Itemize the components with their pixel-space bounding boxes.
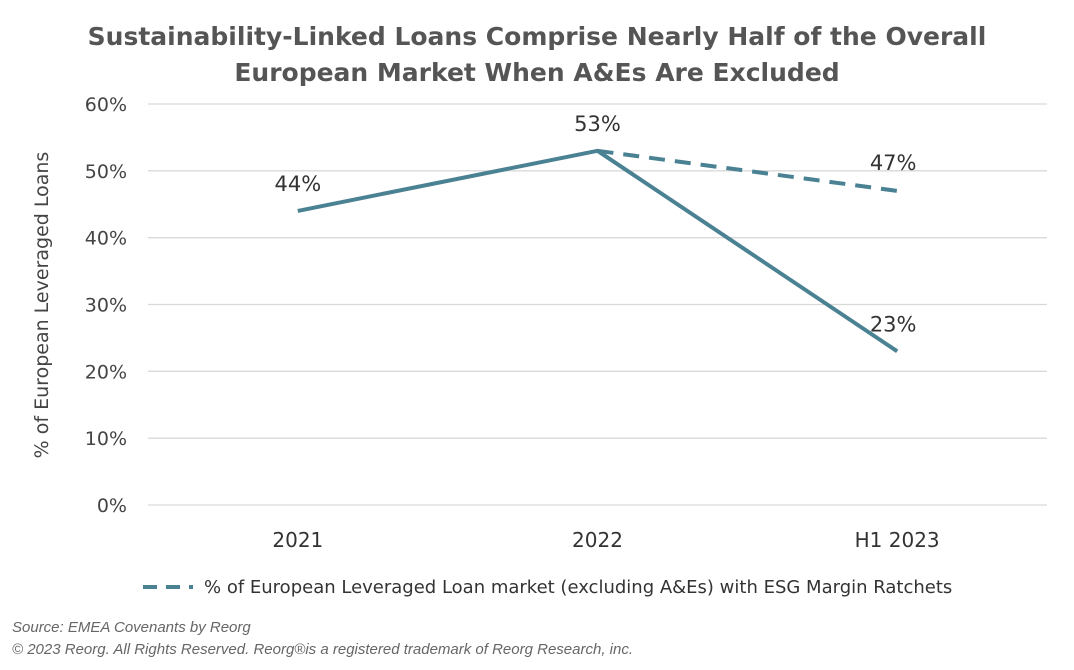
y-axis-ticks: 0% 10% 20% 30% 40% 50% 60% — [85, 94, 127, 517]
y-tick-label: 50% — [85, 161, 127, 183]
y-tick-label: 40% — [85, 228, 127, 250]
data-label: 53% — [574, 112, 621, 136]
y-tick-label: 0% — [97, 495, 127, 517]
x-tick-label: 2021 — [272, 528, 323, 552]
legend: % of European Leveraged Loan market (exc… — [143, 577, 952, 598]
y-tick-label: 60% — [85, 94, 127, 116]
y-tick-label: 20% — [85, 361, 127, 383]
y-tick-label: 30% — [85, 295, 127, 317]
x-tick-label: H1 2023 — [855, 528, 940, 552]
grid-lines — [148, 103, 1047, 506]
series-lines — [297, 148, 899, 353]
x-axis-ticks: 2021 2022 H1 2023 — [272, 528, 939, 552]
y-axis-label: % of European Leveraged Loans — [31, 152, 53, 459]
x-tick-label: 2022 — [572, 528, 623, 552]
copyright-note: © 2023 Reorg. All Rights Reserved. Reorg… — [12, 641, 633, 658]
chart-title-line-1: Sustainability-Linked Loans Comprise Nea… — [88, 22, 987, 51]
data-labels: 44% 53% 23% 47% — [274, 112, 916, 336]
y-tick-label: 10% — [85, 428, 127, 450]
source-note: Source: EMEA Covenants by Reorg — [12, 619, 251, 636]
data-label: 23% — [870, 312, 917, 336]
data-label: 44% — [274, 172, 321, 196]
legend-label-series-2: % of European Leveraged Loan market (exc… — [204, 577, 952, 598]
chart-title-line-2: European Market When A&Es Are Excluded — [234, 58, 839, 87]
data-label: 47% — [870, 151, 917, 175]
